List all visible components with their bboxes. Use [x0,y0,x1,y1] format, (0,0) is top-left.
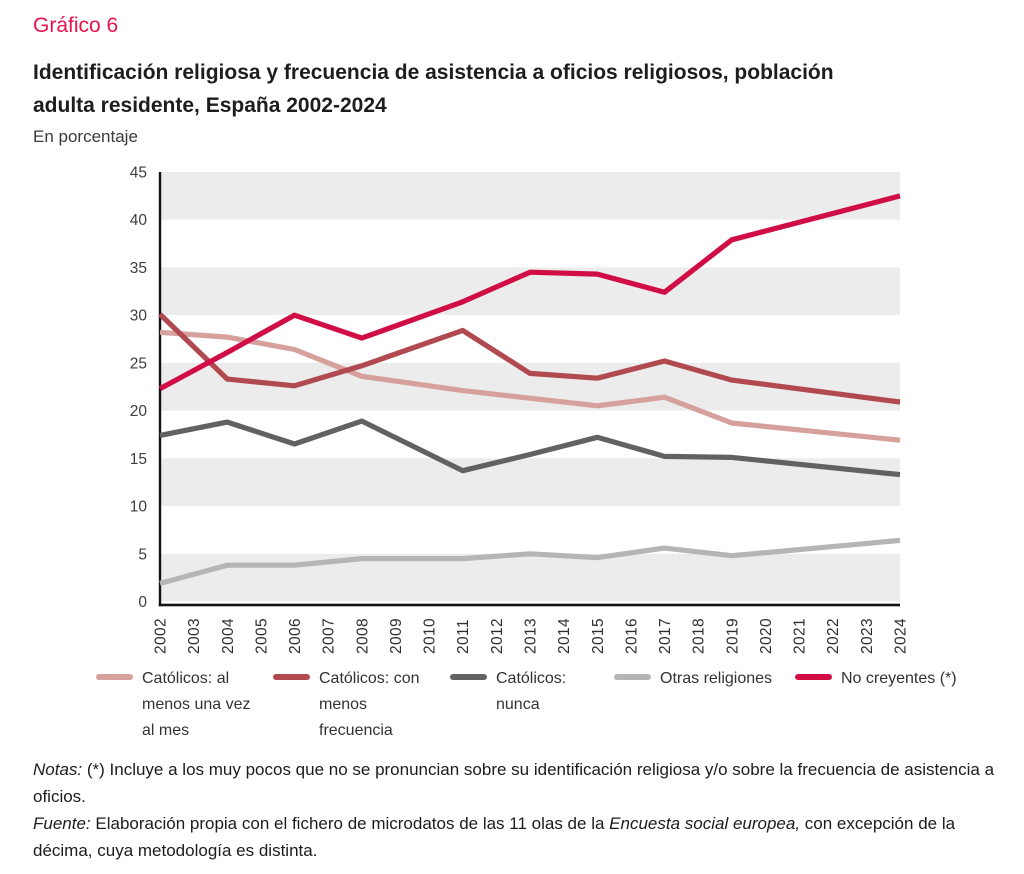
fuente-label: Fuente: [33,814,91,833]
x-tick-label: 2016 [623,618,640,654]
notas-text: (*) Incluye a los muy pocos que no se pr… [33,760,995,806]
x-tick-label: 2010 [422,618,439,654]
fuente-text-1: Elaboración propia con el fichero de mic… [90,814,610,833]
x-tick-label: 2019 [724,618,741,654]
legend-item-3: Católicos: nunca [450,666,566,718]
series-line-3 [159,418,901,478]
x-tick-label: 2020 [758,618,775,654]
x-tick-label: 2012 [489,618,506,654]
x-tick-label: 2007 [321,618,338,654]
legend-item-2: Católicos: con menos frecuencia [273,666,420,744]
legend-label-5: No creyentes (*) [841,670,957,687]
grid-band [160,553,900,602]
title-line-2: adulta residente, España 2002-2024 [33,94,387,117]
source-line: Fuente: Elaboración propia con el ficher… [33,810,1001,864]
x-tick-label: 2002 [153,618,170,654]
y-tick-label: 40 [130,212,148,229]
legend: Católicos: al menos una vez al mes Católico… [0,666,1024,752]
note-line: Notas: (*) Incluye a los muy pocos que n… [33,756,1001,810]
legend-swatch-1 [96,674,133,680]
x-tick-label: 2022 [825,618,842,654]
y-axis-line [158,172,162,607]
x-tick-label: 2018 [691,618,708,654]
x-tick-label: 2004 [220,618,237,654]
x-tick-label: 2023 [859,618,876,654]
legend-swatch-3 [450,674,487,680]
legend-label-1: Católicos: al menos una vez al mes [142,670,251,739]
grid-band [160,267,900,316]
legend-swatch-5 [795,674,832,680]
y-tick-label: 45 [130,165,147,182]
grid-band [160,172,900,220]
notes: Notas: (*) Incluye a los muy pocos que n… [33,756,1001,864]
legend-item-5: No creyentes (*) [795,666,957,692]
y-tick-label: 30 [130,308,148,325]
x-tick-label: 2003 [186,618,203,654]
x-tick-label: 2009 [388,618,405,654]
legend-swatch-2 [273,674,310,680]
x-tick-label: 2011 [455,619,472,654]
x-tick-label: 2024 [893,618,910,654]
x-tick-label: 2017 [657,618,674,654]
y-tick-label: 25 [130,355,147,372]
y-tick-label: 15 [130,451,147,468]
x-tick-label: 2014 [556,618,573,654]
series-line-2 [158,312,901,405]
series-line-5 [158,193,901,391]
chart-number-kicker: Gráfico 6 [33,14,119,37]
fuente-text-2: con excepción de la décima, cuya metodol… [33,814,956,860]
y-tick-label: 35 [130,260,147,277]
legend-item-4: Otras religiones [614,666,772,692]
x-tick-label: 2021 [792,618,809,654]
x-axis-line [158,603,901,607]
legend-swatch-4 [614,674,651,680]
line-chart: 0 5 10 15 20 25 30 35 40 45 2002 2003 2004 2005 2006 20… [130,165,910,655]
title-line-1: Identificación religiosa y frecuencia de… [33,61,834,84]
legend-label-3: Católicos: nunca [496,670,567,713]
legend-label-4: Otras religiones [660,670,773,687]
x-tick-label: 2015 [590,618,607,654]
series-line-1 [159,329,901,443]
x-tick-label: 2008 [354,618,371,654]
y-tick-label: 5 [138,546,147,563]
fuente-italic: Encuesta social europea, [609,814,801,833]
y-tick-label: 20 [130,403,148,420]
x-tick-label: 2006 [287,618,304,654]
grid-band [160,458,900,507]
legend-item-1: Católicos: al menos una vez al mes [96,666,251,744]
legend-label-2: Católicos: con menos frecuencia [319,670,420,739]
unit-label: En porcentaje [33,127,138,146]
page-title: Identificación religiosa y frecuencia de… [33,56,834,122]
y-tick-label: 10 [130,499,148,516]
y-tick-label: 0 [138,594,147,611]
x-tick-label: 2013 [523,618,540,654]
series-line-4 [159,537,901,586]
notas-label: Notas: [33,760,83,779]
x-tick-label: 2005 [253,618,270,654]
